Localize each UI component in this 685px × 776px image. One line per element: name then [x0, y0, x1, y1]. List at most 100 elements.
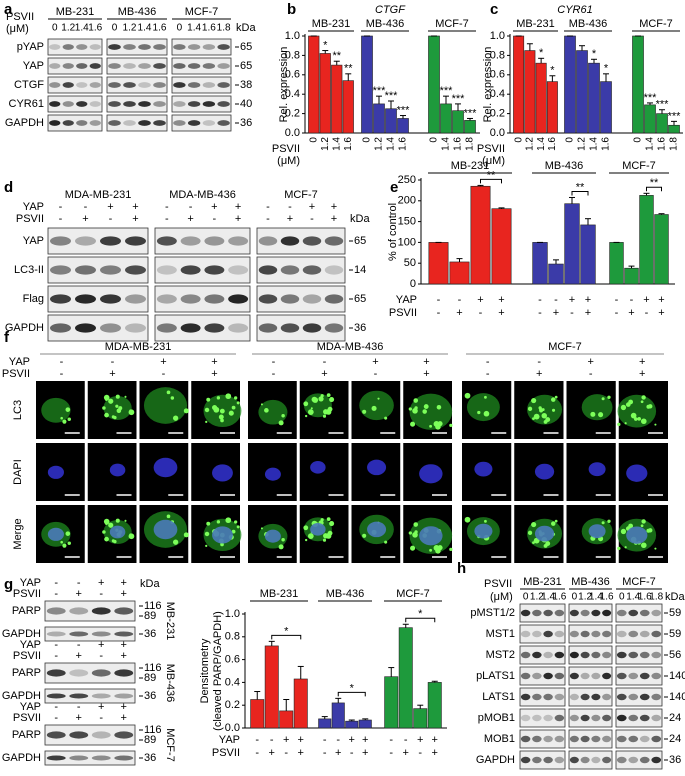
sign-row-label: PSVII: [13, 650, 41, 662]
y-tick-label: 0.4: [285, 88, 300, 100]
band: [324, 236, 344, 246]
band: [108, 82, 121, 88]
y-tick-label: 0.8: [285, 49, 300, 61]
band: [114, 669, 134, 677]
lc3-puncta: [281, 538, 285, 542]
bar: [600, 81, 612, 134]
x-tick-label: 1.2: [320, 137, 331, 151]
lc3-puncta: [206, 521, 211, 526]
sign: +: [121, 639, 127, 651]
x-tick-label: 1.4: [645, 137, 656, 151]
sign: -: [458, 294, 462, 306]
band: [49, 120, 61, 126]
bar: [428, 242, 449, 285]
band: [108, 120, 121, 126]
kda-label: 89: [144, 672, 156, 684]
lc3-signal: [143, 387, 188, 424]
sign: +: [585, 294, 591, 306]
y-tick-label: 250: [398, 174, 416, 186]
band: [639, 756, 650, 764]
band: [602, 609, 612, 617]
band: [628, 651, 639, 659]
band: [520, 651, 531, 659]
sign: -: [437, 294, 441, 306]
blot-frame: [106, 114, 168, 132]
lc3-puncta: [654, 547, 657, 550]
significance: **: [332, 50, 341, 62]
row-label: MST1: [486, 628, 515, 640]
kda-label: 140: [669, 691, 685, 703]
cell-line-label: MB-231: [164, 602, 176, 641]
band: [180, 265, 201, 275]
group-name: MCF-7: [435, 18, 469, 30]
lc3-signal: [409, 393, 453, 430]
band: [204, 323, 225, 333]
bar: [656, 113, 668, 134]
sign: -: [60, 356, 64, 368]
sign: -: [323, 356, 327, 368]
lc3-puncta: [641, 395, 646, 400]
y-tick-label: 50: [404, 257, 416, 269]
sign: +: [109, 368, 115, 380]
band: [602, 756, 612, 764]
sign: +: [76, 588, 82, 600]
band: [50, 236, 71, 246]
kda-header: kDa: [350, 213, 370, 225]
sign: -: [486, 368, 490, 380]
sign: +: [160, 356, 166, 368]
sign: -: [165, 213, 169, 225]
band: [89, 82, 101, 88]
lc3-puncta: [172, 415, 179, 421]
bar: [452, 110, 464, 134]
sign: -: [323, 734, 327, 746]
sign: -: [54, 712, 58, 724]
band: [76, 82, 88, 88]
sign: +: [76, 712, 82, 724]
sign: +: [477, 294, 483, 306]
band: [302, 265, 322, 275]
lc3-puncta: [108, 398, 114, 404]
lc3-puncta: [371, 405, 377, 411]
sign-row-label: YAP: [20, 577, 41, 589]
band: [217, 63, 230, 69]
kda-label: 116: [144, 662, 162, 674]
bar: [342, 80, 354, 134]
panel-letter: f: [4, 329, 10, 346]
nucleus: [588, 524, 606, 539]
x-tick-label: 1.2: [577, 137, 588, 151]
y-tick-label: 0.6: [285, 69, 300, 81]
sign: +: [403, 747, 409, 759]
bar: [546, 81, 558, 134]
group-name: MB-231: [260, 588, 299, 600]
lc3-puncta: [477, 410, 481, 415]
lc3-puncta: [484, 519, 487, 523]
band: [202, 44, 216, 50]
nucleus: [153, 457, 178, 478]
bar: [564, 203, 580, 285]
lane-label: 1.6: [552, 592, 566, 603]
lane-label: 1.8: [649, 592, 663, 603]
group-name: MCF-7: [185, 6, 219, 18]
lc3-puncta: [412, 408, 418, 414]
nucleus: [264, 529, 281, 543]
y-axis-label: Rel. expression: [278, 47, 290, 123]
sign: -: [84, 201, 88, 213]
band: [543, 714, 553, 722]
bar: [427, 682, 442, 729]
significance: **: [344, 63, 353, 75]
band: [114, 693, 134, 699]
band: [580, 630, 590, 638]
band: [173, 63, 186, 69]
band: [138, 82, 151, 88]
band: [76, 120, 88, 126]
lc3-puncta: [436, 404, 442, 410]
lc3-puncta: [102, 406, 106, 410]
significance: *: [604, 63, 609, 75]
lc3-signal: [359, 390, 394, 421]
sign: -: [272, 368, 276, 380]
micrograph: [299, 443, 349, 501]
y-tick-label: 0.2: [285, 108, 300, 120]
blot-frame: [615, 645, 663, 665]
y-tick-label: 0.8: [225, 631, 240, 643]
band: [651, 714, 662, 722]
